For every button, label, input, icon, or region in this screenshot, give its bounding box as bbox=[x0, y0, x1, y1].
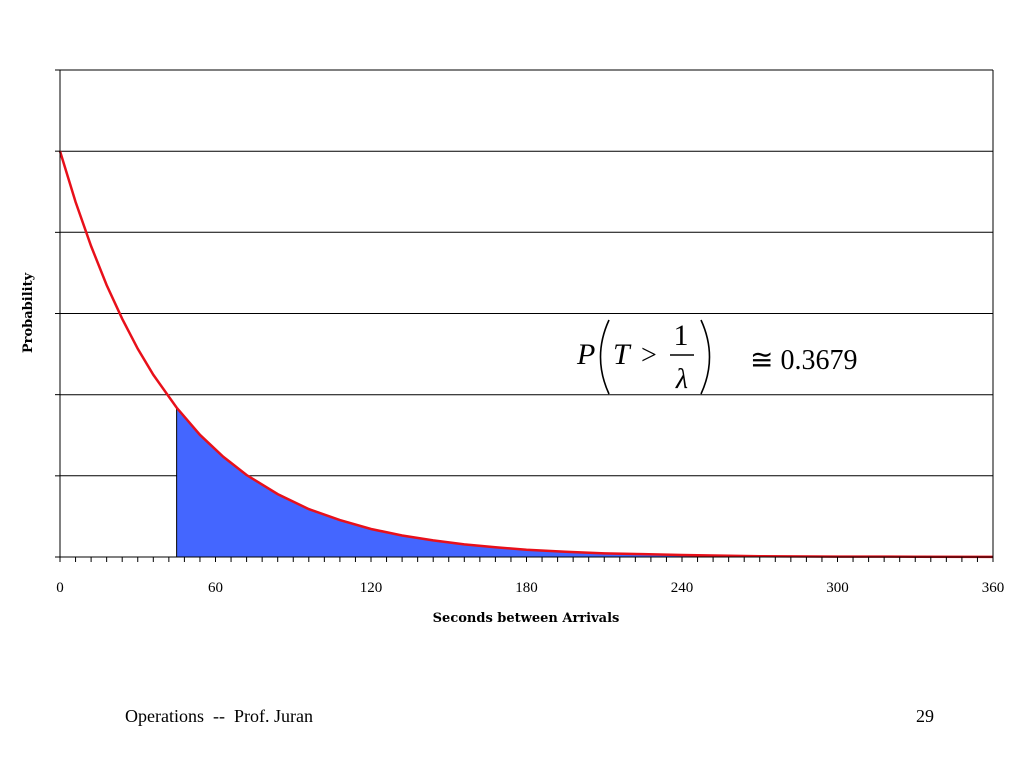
probability-formula: P T > 1 λ ≅ 0.3679 bbox=[576, 319, 857, 395]
axes bbox=[55, 69, 994, 562]
y-axis-title: Probability bbox=[21, 272, 36, 353]
formula-right-paren bbox=[700, 319, 711, 395]
gridlines bbox=[60, 69, 993, 477]
x-axis-title: Seconds between Arrivals bbox=[433, 611, 620, 626]
x-tick-label: 240 bbox=[671, 580, 694, 596]
density-curve bbox=[58, 150, 994, 559]
shaded-tail-area bbox=[176, 406, 994, 558]
formula-value: ≅ 0.3679 bbox=[750, 345, 857, 376]
formula-denominator: λ bbox=[675, 364, 688, 395]
x-tick-label: 300 bbox=[826, 580, 849, 596]
x-tick-label: 360 bbox=[982, 580, 1005, 596]
formula-gt: > bbox=[641, 340, 657, 371]
page-number: 29 bbox=[916, 706, 934, 726]
x-tick-label: 120 bbox=[360, 580, 383, 596]
formula-p: P bbox=[576, 338, 595, 371]
x-tick-label: 60 bbox=[208, 580, 223, 596]
x-tick-label: 0 bbox=[56, 580, 64, 596]
x-tick-labels: 0 60 120 180 240 300 360 bbox=[56, 580, 1004, 596]
formula-t: T bbox=[613, 338, 632, 371]
formula-left-paren bbox=[599, 319, 610, 395]
x-tick-label: 180 bbox=[515, 580, 538, 596]
formula-numerator: 1 bbox=[674, 319, 689, 352]
footer-course-label: Operations -- Prof. Juran bbox=[125, 706, 313, 726]
